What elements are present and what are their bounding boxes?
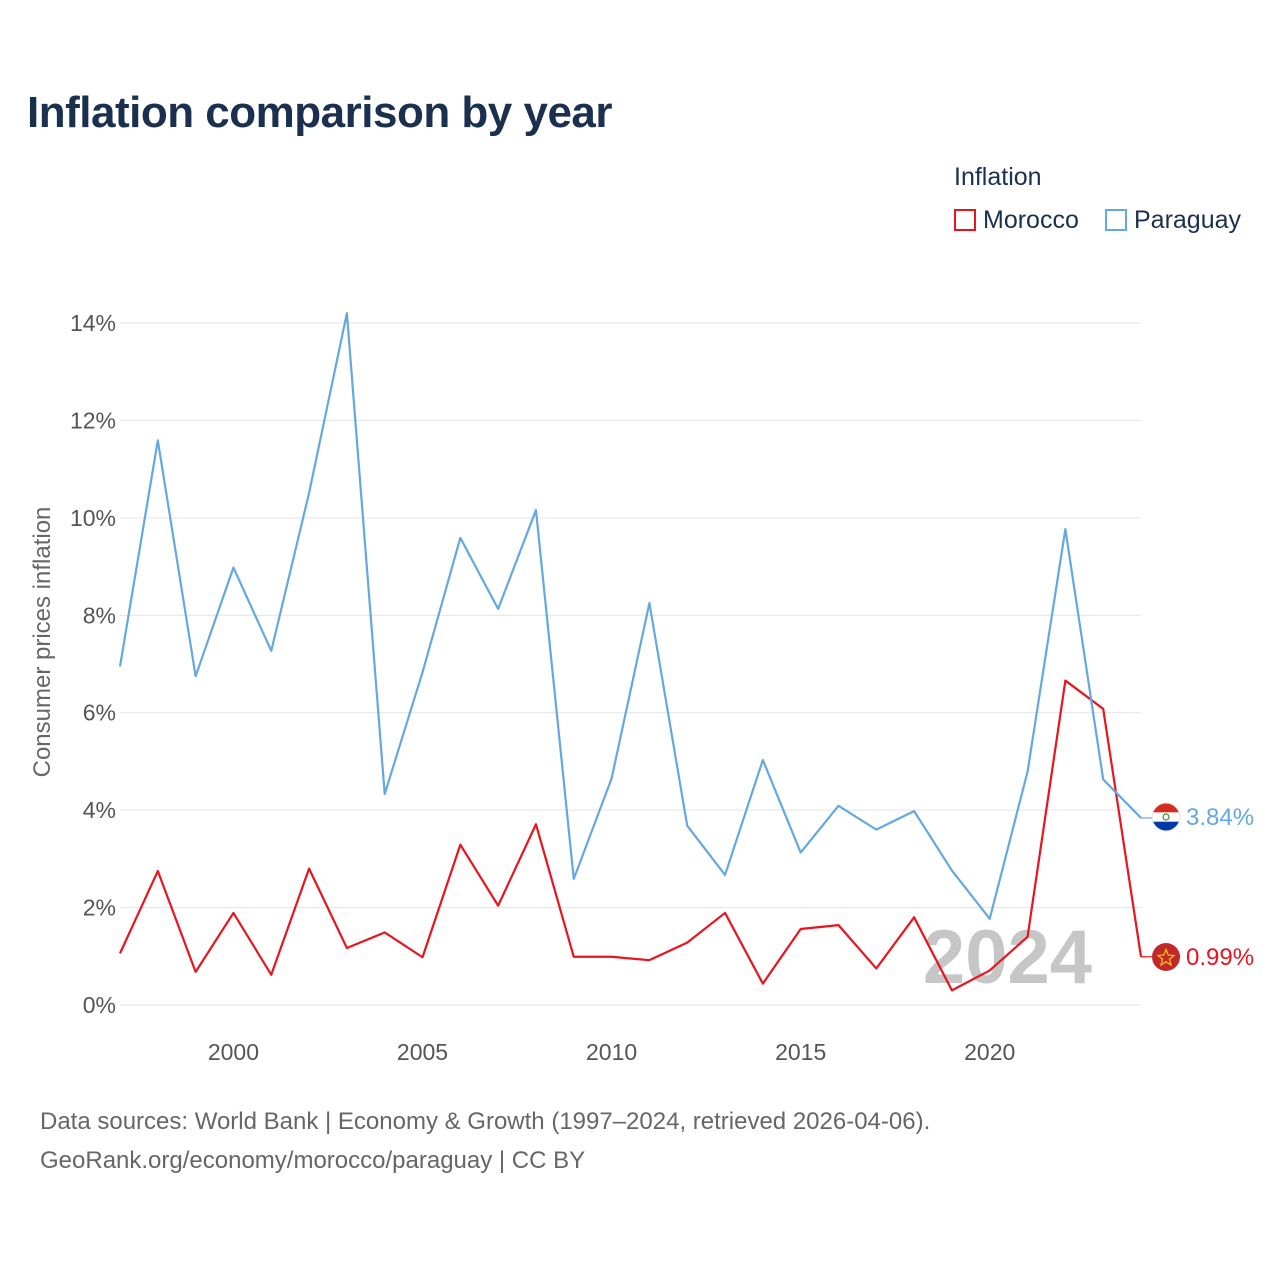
data-point-paraguay[interactable] <box>268 648 274 654</box>
y-axis-ticks: 0% 2% 4% 6% 8% 10% 12% 14% <box>70 310 116 1018</box>
data-point-paraguay[interactable] <box>949 868 955 874</box>
y-tick-label: 8% <box>83 602 116 628</box>
data-point-paraguay[interactable] <box>684 823 690 829</box>
data-point-paraguay[interactable] <box>798 850 804 856</box>
data-point-paraguay[interactable] <box>873 827 879 833</box>
year-watermark: 2024 <box>923 915 1092 1000</box>
x-tick-label: 2015 <box>775 1039 826 1065</box>
data-point-paraguay[interactable] <box>646 600 652 606</box>
data-point-morocco[interactable] <box>646 957 652 963</box>
data-point-morocco[interactable] <box>835 922 841 928</box>
y-tick-label: 6% <box>83 700 116 726</box>
y-tick-label: 10% <box>70 505 116 531</box>
data-point-paraguay[interactable] <box>117 663 123 669</box>
data-point-morocco[interactable] <box>382 929 388 935</box>
data-point-paraguay[interactable] <box>495 606 501 612</box>
end-label-morocco: 0.99% <box>1186 944 1254 971</box>
data-point-morocco[interactable] <box>420 954 426 960</box>
data-point-morocco[interactable] <box>268 972 274 978</box>
data-point-morocco[interactable] <box>1138 954 1144 960</box>
series-line-morocco <box>119 679 1143 992</box>
x-axis-ticks: 2000 2005 2010 2015 2020 <box>208 1039 1015 1065</box>
data-point-morocco[interactable] <box>495 903 501 909</box>
data-point-paraguay[interactable] <box>155 437 161 443</box>
data-point-morocco[interactable] <box>987 967 993 973</box>
data-point-paraguay[interactable] <box>609 775 615 781</box>
data-point-paraguay[interactable] <box>230 565 236 571</box>
data-point-paraguay[interactable] <box>911 808 917 814</box>
legend-item-morocco[interactable]: Morocco <box>954 204 1079 236</box>
data-point-morocco[interactable] <box>1062 678 1068 684</box>
legend-swatch-paraguay <box>1105 209 1127 231</box>
data-point-morocco[interactable] <box>949 987 955 993</box>
data-point-paraguay[interactable] <box>760 757 766 763</box>
data-point-paraguay[interactable] <box>344 310 350 316</box>
data-point-paraguay[interactable] <box>1138 815 1144 821</box>
end-label-paraguay: 3.84% <box>1186 804 1254 831</box>
series-lines <box>117 310 1152 993</box>
data-point-paraguay[interactable] <box>1025 769 1031 775</box>
data-point-paraguay[interactable] <box>306 490 312 496</box>
x-tick-label: 2020 <box>964 1039 1015 1065</box>
data-point-morocco[interactable] <box>571 954 577 960</box>
data-point-morocco[interactable] <box>457 842 463 848</box>
data-point-morocco[interactable] <box>911 914 917 920</box>
data-point-morocco[interactable] <box>760 981 766 987</box>
source-note: Data sources: World Bank | Economy & Gro… <box>40 1108 931 1135</box>
y-axis-label: Consumer prices inflation <box>29 507 56 778</box>
data-point-morocco[interactable] <box>155 868 161 874</box>
grid-lines <box>120 322 1141 1006</box>
y-tick-label: 4% <box>83 797 116 823</box>
paraguay-flag-icon <box>1151 802 1181 832</box>
data-point-morocco[interactable] <box>117 950 123 956</box>
legend-label-morocco: Morocco <box>983 205 1079 234</box>
data-point-morocco[interactable] <box>798 926 804 932</box>
data-point-morocco[interactable] <box>344 945 350 951</box>
data-point-paraguay[interactable] <box>382 791 388 797</box>
data-point-paraguay[interactable] <box>835 803 841 809</box>
data-point-paraguay[interactable] <box>533 507 539 513</box>
data-point-paraguay[interactable] <box>1100 776 1106 782</box>
data-point-morocco[interactable] <box>230 910 236 916</box>
legend-label-paraguay: Paraguay <box>1134 205 1242 234</box>
x-tick-label: 2010 <box>586 1039 637 1065</box>
y-tick-label: 14% <box>70 310 116 336</box>
x-tick-label: 2005 <box>397 1039 448 1065</box>
data-point-morocco[interactable] <box>1100 706 1106 712</box>
data-point-morocco[interactable] <box>684 940 690 946</box>
data-point-morocco[interactable] <box>533 821 539 827</box>
y-tick-label: 2% <box>83 895 116 921</box>
legend-title: Inflation <box>954 163 1042 191</box>
data-point-paraguay[interactable] <box>193 673 199 679</box>
x-tick-label: 2000 <box>208 1039 259 1065</box>
morocco-flag-icon <box>1152 943 1180 971</box>
y-tick-label: 0% <box>83 992 116 1018</box>
data-point-morocco[interactable] <box>193 969 199 975</box>
data-point-paraguay[interactable] <box>722 872 728 878</box>
data-point-morocco[interactable] <box>306 866 312 872</box>
data-point-morocco[interactable] <box>873 965 879 971</box>
data-point-paraguay[interactable] <box>420 669 426 675</box>
data-point-paraguay[interactable] <box>457 535 463 541</box>
data-point-paraguay[interactable] <box>571 876 577 882</box>
data-point-morocco[interactable] <box>1025 934 1031 940</box>
chart-title: Inflation comparison by year <box>27 88 613 137</box>
source-url: GeoRank.org/economy/morocco/paraguay | C… <box>40 1147 586 1174</box>
data-point-morocco[interactable] <box>722 910 728 916</box>
y-tick-label: 12% <box>70 407 116 433</box>
legend-swatch-morocco <box>954 209 976 231</box>
data-point-paraguay[interactable] <box>987 916 993 922</box>
legend-item-paraguay[interactable]: Paraguay <box>1105 204 1241 236</box>
data-point-paraguay[interactable] <box>1062 526 1068 532</box>
series-line-paraguay <box>118 312 1142 920</box>
data-point-morocco[interactable] <box>609 954 615 960</box>
